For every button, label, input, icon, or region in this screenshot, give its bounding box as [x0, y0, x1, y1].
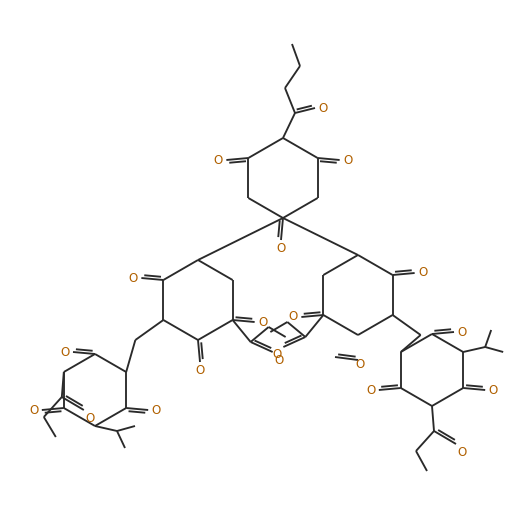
Text: O: O: [366, 384, 375, 397]
Text: O: O: [29, 403, 38, 417]
Text: O: O: [129, 271, 138, 285]
Text: O: O: [489, 384, 498, 397]
Text: O: O: [85, 411, 95, 424]
Text: O: O: [343, 154, 352, 167]
Text: O: O: [288, 311, 298, 323]
Text: O: O: [277, 242, 285, 255]
Text: O: O: [60, 345, 70, 358]
Text: O: O: [458, 325, 467, 339]
Text: O: O: [195, 364, 205, 377]
Text: O: O: [214, 154, 223, 167]
Text: O: O: [273, 348, 282, 362]
Text: O: O: [258, 315, 267, 329]
Text: O: O: [274, 354, 283, 366]
Text: O: O: [458, 445, 467, 458]
Text: O: O: [318, 102, 328, 115]
Text: O: O: [151, 403, 161, 417]
Text: O: O: [355, 358, 364, 372]
Text: O: O: [418, 267, 427, 279]
